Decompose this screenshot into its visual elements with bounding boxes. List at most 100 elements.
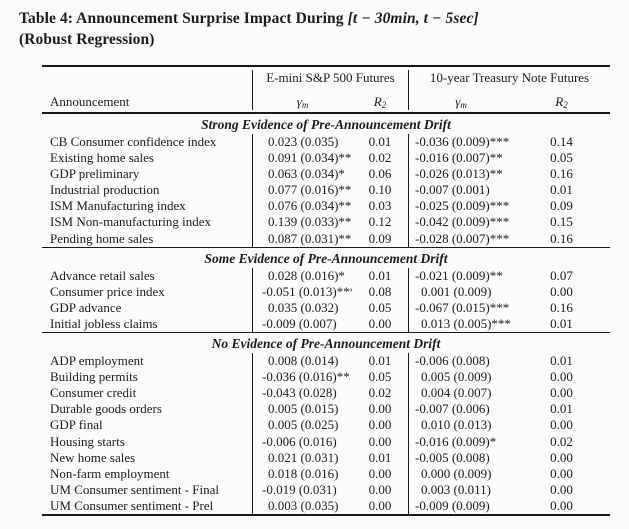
table-caption: Table 4: Announcement Surprise Impact Du… — [0, 0, 629, 50]
treasury-r2-cell: 0.16 — [550, 166, 573, 182]
treasury-r2-cell: 0.01 — [550, 315, 573, 331]
treasury-r2-cell: 0.02 — [550, 433, 573, 449]
table-row: Consumer price index -0.051 (0.013)*** 0.0… — [42, 283, 610, 300]
sp500-r2-cell: 0.00 — [368, 497, 392, 513]
treasury-gamma-cell: -0.026 (0.013)** — [408, 166, 513, 183]
treasury-gamma-cell: -0.016 (0.007)** — [408, 150, 513, 167]
sp500-r2-cell: 0.00 — [368, 481, 392, 497]
treasury-r2-cell: 0.01 — [550, 353, 573, 369]
treasury-gamma-cell: -0.036 (0.009)*** — [408, 134, 513, 151]
sp500-gamma-cell: 0.021 (0.031) — [252, 449, 352, 466]
sp500-gamma-cell: -0.051 (0.013)*** — [252, 283, 352, 300]
sp500-gamma-cell: -0.006 (0.016) — [252, 433, 352, 450]
sp500-gamma-cell: 0.035 (0.032) — [252, 299, 352, 316]
sp500-gamma-cell: 0.018 (0.016) — [252, 465, 352, 482]
treasury-gamma-cell: -0.028 (0.007)*** — [408, 230, 513, 247]
section-title: No Evidence of Pre-Announcement Drift — [211, 336, 441, 352]
announcement-cell: Durable goods orders — [50, 401, 162, 417]
column-group-sp500: E-mini S&P 500 Futures — [252, 70, 408, 90]
table-row: Durable goods orders 0.005 (0.015) 0.00 -0.… — [42, 401, 610, 418]
table-row: ADP employment 0.008 (0.014) 0.01 -0.006 (0… — [42, 353, 610, 370]
column-group-treasury: 10-year Treasury Note Futures — [408, 70, 610, 90]
sp500-r2-cell: 0.01 — [368, 449, 392, 465]
treasury-r2-cell: 0.00 — [550, 417, 573, 433]
treasury-r2-cell: 0.00 — [550, 497, 573, 513]
announcement-cell: Housing starts — [50, 433, 125, 449]
treasury-gamma-cell: -0.006 (0.008) — [408, 353, 513, 370]
treasury-gamma-cell: -0.005 (0.008) — [408, 449, 513, 466]
announcement-cell: Pending home sales — [50, 230, 154, 246]
table-row: Housing starts -0.006 (0.016) 0.00 -0.016 (… — [42, 433, 610, 450]
treasury-gamma-cell: -0.021 (0.009)** — [408, 267, 513, 284]
section-divider — [42, 246, 610, 248]
treasury-gamma-cell: 0.010 (0.013) — [408, 417, 513, 434]
r2-superscript: 2 — [381, 100, 387, 110]
treasury-r2-cell: 0.07 — [550, 267, 573, 283]
sp500-gamma-cell: 0.008 (0.014) — [252, 353, 352, 370]
treasury-gamma-cell: -0.025 (0.009)*** — [408, 198, 513, 215]
announcement-cell: Building permits — [50, 369, 138, 385]
table-row: CB Consumer confidence index 0.023 (0.035… — [42, 134, 610, 151]
sp500-gamma-cell: -0.019 (0.031) — [252, 481, 352, 498]
table-row: ISM Non-manufacturing index 0.139 (0.033)… — [42, 214, 610, 231]
section-title: Some Evidence of Pre-Announcement Drift — [204, 250, 448, 266]
treasury-r2-cell: 0.00 — [550, 465, 573, 481]
sp500-r2-cell: 0.08 — [368, 283, 392, 299]
sp500-r2-cell: 0.00 — [368, 433, 392, 449]
announcement-cell: ISM Non-manufacturing index — [50, 214, 212, 230]
announcement-cell: UM Consumer sentiment - Prel — [50, 497, 214, 513]
announcement-cell: ISM Manufacturing index — [50, 198, 186, 214]
table-row: Advance retail sales 0.028 (0.016)* 0.01 -0… — [42, 267, 610, 284]
section-title: Strong Evidence of Pre-Announcement Drif… — [201, 117, 451, 132]
gamma-subscript: m — [301, 100, 309, 110]
sp500-r2-cell: 0.01 — [368, 267, 392, 283]
table-row: Existing home sales 0.091 (0.034)*** 0.02-… — [42, 150, 610, 167]
treasury-gamma-cell: -0.009 (0.009) — [408, 497, 513, 514]
sp500-gamma-cell: -0.043 (0.028) — [252, 385, 352, 402]
treasury-gamma-cell: -0.042 (0.009)*** — [408, 214, 513, 231]
column-header-announcement: Announcement — [50, 94, 130, 109]
sp500-gamma-cell: 0.028 (0.016)* — [252, 267, 352, 284]
treasury-r2-cell: 0.16 — [550, 299, 573, 315]
sp500-gamma-cell: 0.023 (0.035) — [252, 134, 352, 151]
treasury-r2-cell: 0.01 — [550, 401, 573, 417]
treasury-gamma-cell: -0.007 (0.006) — [408, 401, 513, 418]
r2-symbol: R — [555, 94, 564, 109]
sp500-r2-cell: 0.02 — [368, 150, 392, 166]
treasury-r2-cell: 0.14 — [550, 134, 573, 149]
treasury-gamma-cell: 0.003 (0.011) — [408, 481, 513, 498]
treasury-gamma-cell: 0.004 (0.007) — [408, 385, 513, 402]
announcement-cell: Existing home sales — [50, 150, 154, 166]
table-row: Industrial production 0.077 (0.016)*** 0.1… — [42, 182, 610, 199]
table-row: Building permits -0.036 (0.016)** 0.05 0.00… — [42, 369, 610, 386]
sp500-gamma-cell: 0.087 (0.031)*** — [252, 230, 352, 247]
announcement-cell: Industrial production — [50, 182, 160, 198]
section-divider — [42, 332, 610, 334]
announcement-cell: Non-farm employment — [50, 465, 170, 481]
table-row: Non-farm employment 0.018 (0.016) 0.00 0.00… — [42, 465, 610, 482]
section-header-row: Some Evidence of Pre-Announcement Drift — [42, 248, 610, 268]
sp500-r2-cell: 0.00 — [368, 465, 392, 481]
announcement-cell: Initial jobless claims — [50, 315, 158, 331]
sp500-gamma-cell: -0.009 (0.007) — [252, 315, 352, 333]
table-row: ISM Manufacturing index 0.076 (0.034)** 0.… — [42, 198, 610, 215]
table-row: Initial jobless claims -0.009 (0.007) 0.00… — [42, 315, 610, 333]
caption-math: [t − 30min, t − 5sec] — [347, 10, 479, 27]
sp500-gamma-cell: 0.076 (0.034)** — [252, 198, 352, 215]
table-row: Consumer credit -0.043 (0.028) 0.02 0.004 (… — [42, 385, 610, 402]
sp500-r2-cell: 0.01 — [368, 134, 392, 149]
table-row: New home sales 0.021 (0.031) 0.01 -0.005 (0… — [42, 449, 610, 466]
r2-symbol: R — [373, 94, 382, 109]
treasury-gamma-cell: 0.013 (0.005)*** — [408, 315, 513, 333]
announcement-cell: GDP final — [50, 417, 103, 433]
gamma-symbol: γ — [455, 94, 461, 109]
table-header-groups: E-mini S&P 500 Futures 10-year Treasury … — [42, 67, 610, 90]
treasury-r2-cell: 0.00 — [550, 283, 573, 299]
announcement-cell: UM Consumer sentiment - Final — [50, 481, 219, 497]
treasury-gamma-cell: 0.001 (0.009) — [408, 283, 513, 300]
sp500-gamma-cell: 0.005 (0.025) — [252, 417, 352, 434]
table-row: GDP preliminary 0.063 (0.034)* 0.06 -0.026 … — [42, 166, 610, 183]
announcement-cell: ADP employment — [50, 353, 144, 369]
